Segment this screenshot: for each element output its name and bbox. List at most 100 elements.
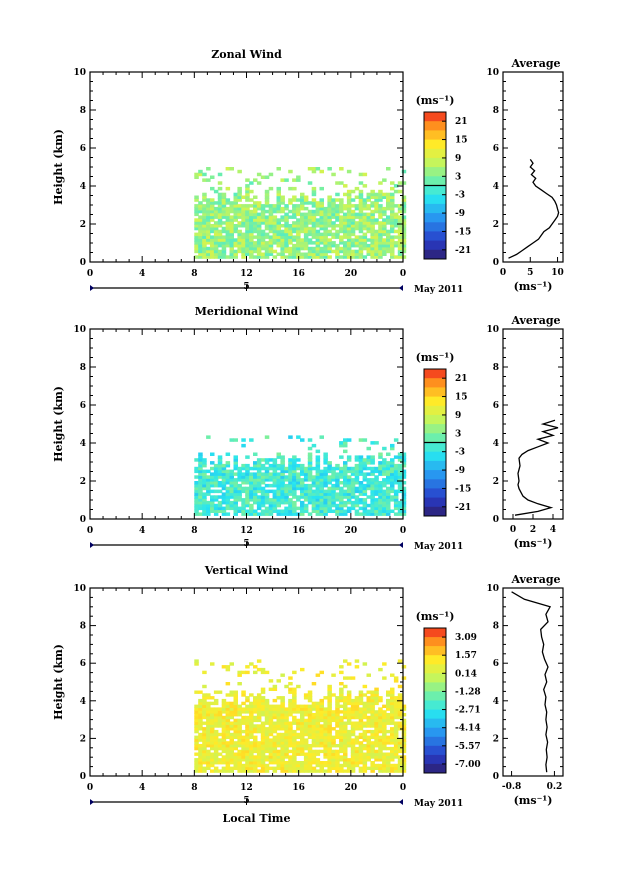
heatmap-cell <box>358 735 364 739</box>
heatmap-cell <box>390 463 395 468</box>
heatmap-cell <box>284 229 289 234</box>
heatmap-cell <box>319 512 324 516</box>
heatmap-cell <box>366 752 371 756</box>
heatmap-cell <box>288 475 293 479</box>
heatmap-cell <box>233 690 238 694</box>
heatmap-cell <box>213 698 219 703</box>
heatmap-cell <box>253 201 258 205</box>
heatmap-cell <box>382 721 387 725</box>
heatmap-cell <box>256 701 262 706</box>
heatmap-cell <box>206 696 211 700</box>
heatmap-cell <box>280 710 285 714</box>
heatmap-cell <box>366 455 371 459</box>
heatmap-cell <box>229 241 234 245</box>
heatmap-cell <box>245 475 250 479</box>
heatmap-cell <box>323 229 328 234</box>
heatmap-cell <box>241 741 246 745</box>
heatmap-cell <box>343 503 348 508</box>
heatmap-cell <box>202 486 207 491</box>
heatmap-cell <box>401 243 407 248</box>
heatmap-cell <box>358 696 364 700</box>
heatmap-cell <box>370 218 375 222</box>
heatmap-cell <box>241 744 246 748</box>
heatmap-cell <box>386 246 391 251</box>
heatmap-cell <box>343 727 348 731</box>
heatmap-cell <box>339 732 344 737</box>
heatmap-cell <box>362 463 368 468</box>
heatmap-cell <box>354 458 360 462</box>
heatmap-cell <box>350 466 356 471</box>
heatmap-cell <box>382 512 387 516</box>
heatmap-cell <box>300 218 305 222</box>
heatmap-cell <box>280 492 285 496</box>
heatmap-cell <box>225 763 231 768</box>
heatmap-cell <box>327 498 332 502</box>
heatmap-cell <box>354 249 360 254</box>
heatmap-cell <box>358 744 364 748</box>
heatmap-cell <box>202 506 207 511</box>
heatmap-cell <box>229 221 234 225</box>
heatmap-cell <box>260 498 266 502</box>
heatmap-cell <box>213 690 219 694</box>
heatmap-cell <box>339 241 344 245</box>
heatmap-cell <box>315 472 321 476</box>
heatmap-cell <box>319 221 324 225</box>
heatmap-cell <box>206 758 211 762</box>
heatmap-cell <box>241 500 246 505</box>
heatmap-cell <box>397 255 403 259</box>
heatmap-cell <box>370 483 375 488</box>
heatmap-cell <box>241 489 246 494</box>
average-y-tick-label: 10 <box>486 584 499 594</box>
heatmap-cell <box>217 721 223 725</box>
heatmap-cell <box>241 204 246 208</box>
heatmap-cell <box>253 195 258 199</box>
heatmap-cell <box>210 206 215 211</box>
colorbar-segment <box>424 673 446 683</box>
heatmap-cell <box>393 755 399 759</box>
heatmap-cell <box>296 246 301 251</box>
heatmap-cell <box>245 727 250 731</box>
heatmap-cell <box>229 226 234 231</box>
heatmap-cell <box>249 746 254 751</box>
heatmap-cell <box>382 238 387 242</box>
heatmap-cell <box>260 218 266 222</box>
heatmap-cell <box>343 707 348 711</box>
heatmap-cell <box>346 455 352 459</box>
heatmap-cell <box>390 693 395 697</box>
heatmap-cell <box>382 478 387 482</box>
heatmap-cell <box>323 469 328 474</box>
heatmap-cell <box>225 752 231 756</box>
heatmap-cell <box>213 721 219 725</box>
heatmap-cell <box>284 738 289 742</box>
heatmap-cell <box>358 489 364 494</box>
heatmap-cell <box>393 696 399 700</box>
heatmap-cell <box>397 232 403 237</box>
heatmap-cell <box>386 721 391 725</box>
heatmap-cell <box>210 186 215 191</box>
heatmap-cell <box>256 229 262 234</box>
heatmap-cell <box>217 218 223 222</box>
heatmap-cell <box>194 206 199 211</box>
colorbar-segment <box>424 396 446 407</box>
colorbar-tick-label: -15 <box>455 484 471 494</box>
heatmap-cell <box>284 238 289 242</box>
heatmap-cell <box>249 732 254 737</box>
heatmap-cell <box>315 458 321 462</box>
heatmap-cell <box>374 752 379 756</box>
heatmap-cell <box>194 758 199 762</box>
heatmap-cell <box>386 506 391 511</box>
heatmap-cell <box>393 466 399 471</box>
heatmap-cell <box>264 758 270 762</box>
heatmap-cell <box>382 495 387 499</box>
heatmap-cell <box>288 735 293 739</box>
x-tick-label: 20 <box>345 269 358 279</box>
heatmap-cell <box>370 503 375 508</box>
heatmap-cell <box>210 509 215 513</box>
heatmap-cell <box>393 204 399 208</box>
heatmap-cell <box>343 229 348 234</box>
heatmap-cell <box>249 472 254 476</box>
heatmap-cell <box>202 221 207 225</box>
heatmap-cell <box>221 478 227 482</box>
heatmap-cell <box>350 741 356 745</box>
heatmap-cell <box>331 212 336 217</box>
